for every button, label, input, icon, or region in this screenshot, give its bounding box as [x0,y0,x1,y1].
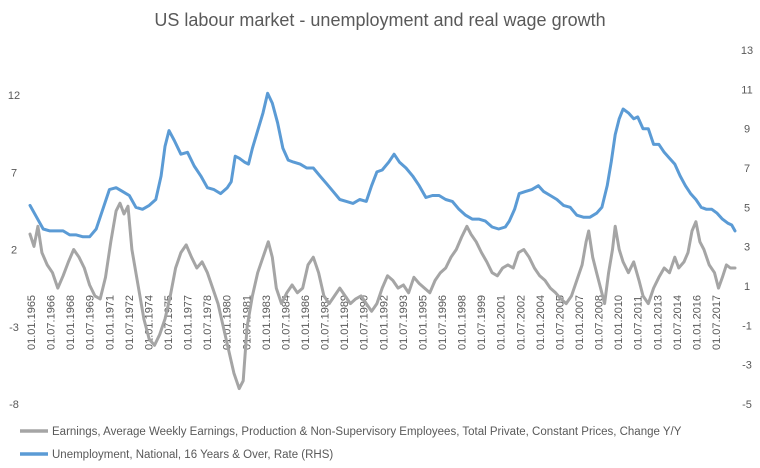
legend: Earnings, Average Weekly Earnings, Produ… [20,426,682,461]
x-tick-label: 01.07.2002 [515,295,527,350]
y-right-tick-label: -3 [742,360,752,372]
chart-title: US labour market - unemployment and real… [154,10,605,30]
x-tick-label: 01.07.1987 [320,295,332,350]
legend-item-earnings: Earnings, Average Weekly Earnings, Produ… [20,426,682,438]
series-line-unemployment [28,91,737,239]
x-axis: 01.01.1965 01.07.1966 01.01.1968 01.07.1969… [26,295,723,350]
x-tick-label: 01.01.1995 [417,295,429,350]
series-line-earnings [28,201,737,391]
x-tick-label: 01.01.2010 [613,295,625,350]
x-tick-label: 01.07.1972 [124,295,136,350]
y-right-tick-label: -5 [742,399,752,411]
x-tick-label: 01.07.2017 [711,295,723,350]
x-tick-label: 01.01.2001 [496,295,508,350]
x-tick-label: 01.07.1993 [398,295,410,350]
x-tick-label: 01.01.1986 [300,295,312,350]
x-tick-label: 01.01.1968 [65,295,77,350]
x-tick-label: 01.07.1999 [476,295,488,350]
x-tick-label: 01.07.1966 [46,295,58,350]
y-right-tick-label: 1 [744,281,750,293]
x-tick-label: 01.07.1969 [85,295,97,350]
x-tick-label: 01.01.2016 [691,295,703,350]
x-tick-label: 01.07.2005 [554,295,566,350]
y-right-tick-label: 13 [741,45,753,57]
y-axis-left: 12 7 2 -3 -8 [8,90,20,411]
legend-label-earnings: Earnings, Average Weekly Earnings, Produ… [52,426,682,438]
x-tick-label: 01.07.1984 [280,295,292,350]
x-tick-label: 01.01.1989 [339,295,351,350]
x-tick-label: 01.01.2013 [652,295,664,350]
y-left-tick-label: 12 [8,90,20,102]
y-right-tick-label: 11 [741,84,752,96]
x-tick-label: 01.07.1990 [359,295,371,350]
y-left-tick-label: -8 [9,399,19,411]
x-tick-label: 01.07.2014 [672,295,684,350]
legend-label-unemployment: Unemployment, National, 16 Years & Over,… [52,449,333,461]
x-tick-label: 01.01.1977 [183,295,195,350]
y-right-tick-label: 9 [744,124,750,136]
x-tick-label: 01.01.2004 [535,295,547,350]
y-left-tick-label: 7 [11,167,17,179]
x-tick-label: 01.01.1974 [143,295,155,350]
y-right-tick-label: 3 [744,242,750,254]
x-tick-label: 01.07.1978 [202,295,214,350]
y-axis-right: 13 11 9 7 5 3 1 -1 -3 -5 [741,45,753,411]
x-tick-label: 01.07.1996 [437,295,449,350]
y-right-tick-label: 5 [744,202,750,214]
x-tick-label: 01.01.1992 [378,295,390,350]
y-left-tick-label: 2 [11,245,17,257]
y-right-tick-label: 7 [744,163,750,175]
x-tick-label: 01.01.1983 [261,295,273,350]
x-tick-label: 01.01.1965 [26,295,38,350]
x-tick-label: 01.01.1998 [457,295,469,350]
legend-item-unemployment: Unemployment, National, 16 Years & Over,… [20,449,333,461]
x-tick-label: 01.07.2011 [633,296,645,350]
x-tick-label: 01.01.2007 [574,295,586,350]
y-left-tick-label: -3 [9,322,19,334]
y-right-tick-label: -1 [742,320,752,332]
x-tick-label: 01.07.2008 [594,295,606,350]
plot-area [28,91,737,391]
x-tick-label: 01.01.1971 [104,295,116,350]
